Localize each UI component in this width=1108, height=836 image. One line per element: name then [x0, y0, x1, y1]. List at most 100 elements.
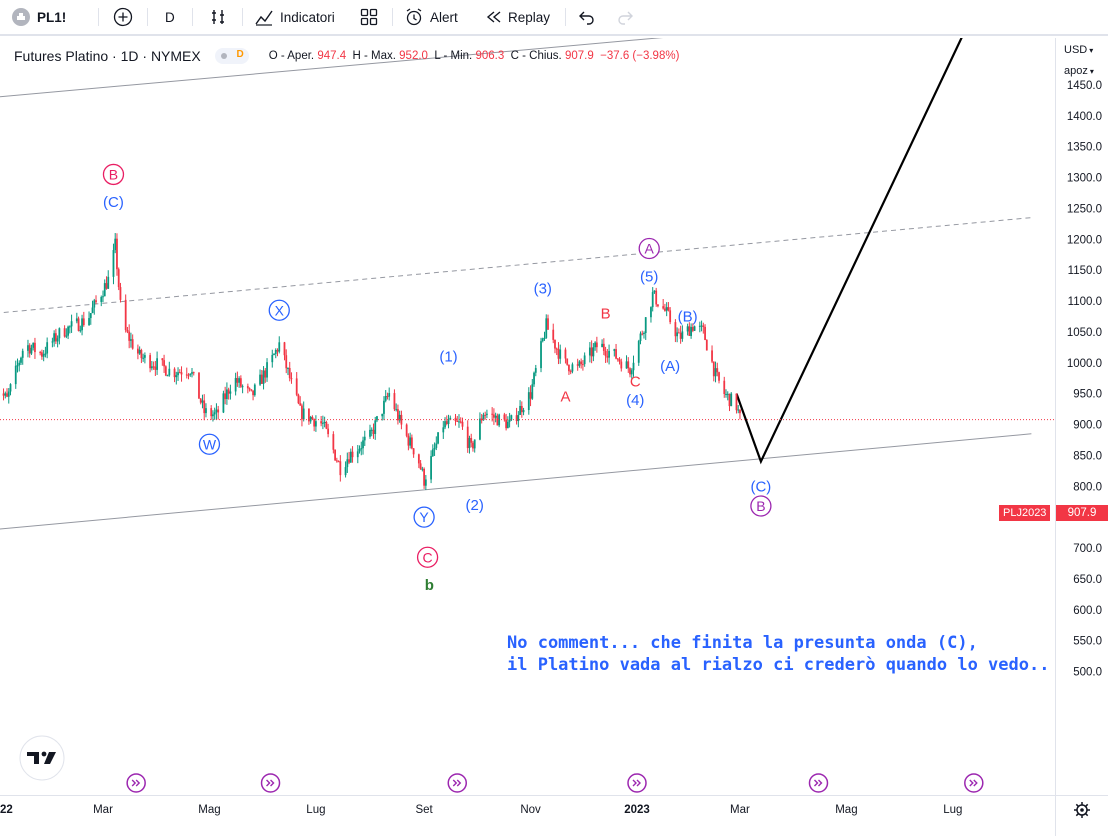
channel-bottom-line[interactable] [0, 433, 1032, 530]
wave-label[interactable]: (5) [640, 268, 658, 285]
toolbar-divider [147, 8, 148, 26]
layouts-button[interactable] [359, 0, 379, 34]
last-price-tag[interactable]: 907.9 [1056, 505, 1108, 521]
candle-body [376, 416, 378, 421]
chart-title[interactable]: Futures Platino · 1D · NYMEX [14, 48, 201, 64]
settings-gear-icon[interactable] [1074, 802, 1090, 818]
wave-label[interactable]: (4) [626, 392, 644, 409]
scale-menu-label: apoz [1064, 65, 1088, 77]
candle-body [238, 378, 241, 383]
symbol-button[interactable]: PL1! [12, 0, 66, 34]
candle-body [75, 318, 78, 322]
event-marker-icon[interactable] [808, 773, 829, 793]
alert-button[interactable]: Alert [404, 0, 458, 34]
undo-button[interactable] [577, 0, 597, 34]
replay-button[interactable]: Replay [484, 0, 550, 34]
wave-label[interactable]: C [423, 549, 433, 565]
price-tick-label: 650.0 [1073, 574, 1102, 586]
chart-type-button[interactable] [208, 0, 228, 34]
candle-body [417, 454, 420, 464]
projection-line[interactable] [735, 38, 978, 465]
wave-label[interactable]: (B) [678, 308, 698, 325]
candle-body [175, 375, 178, 378]
candle-body [735, 393, 738, 411]
symbol-price-tag: PLJ2023 [999, 505, 1051, 521]
candle-body [657, 304, 659, 307]
candle-body [105, 283, 108, 289]
candle-body [407, 435, 410, 446]
candle-body [653, 290, 656, 293]
compare-button[interactable] [113, 0, 133, 34]
tradingview-logo[interactable] [19, 735, 65, 781]
candle-body [358, 448, 361, 452]
price-tick-label: 800.0 [1073, 481, 1102, 493]
candle-body [437, 432, 439, 444]
wave-label[interactable]: (C) [750, 478, 771, 495]
candle-body [173, 368, 176, 378]
candle-body [468, 438, 471, 449]
candle-body [447, 419, 450, 424]
price-chart[interactable]: B(C)WXYCb(1)(2)(3)ABC(4)A(5)(A)(B)(C)B(x… [0, 38, 1108, 836]
price-tick-label: 600.0 [1073, 605, 1102, 617]
event-marker-icon[interactable] [260, 773, 281, 793]
candle-body [674, 322, 677, 337]
wave-label[interactable]: (C) [103, 194, 124, 211]
chart-annotation[interactable]: No comment... che finita la presunta ond… [507, 632, 1049, 676]
wave-label[interactable]: A [560, 389, 570, 406]
candle-body [398, 414, 401, 421]
wave-label[interactable]: X [275, 302, 285, 318]
wave-label[interactable]: B [601, 305, 611, 322]
candle-body [28, 345, 31, 354]
event-marker-icon[interactable] [447, 773, 468, 793]
wave-label[interactable]: (1) [439, 349, 457, 366]
candle-body [484, 414, 487, 416]
wave-label-circle [413, 506, 435, 528]
candle-body [559, 349, 562, 359]
candle-body [311, 416, 314, 420]
indicators-button[interactable]: Indicatori [254, 0, 335, 34]
wave-label[interactable]: C [630, 373, 641, 390]
candle-body [260, 374, 263, 384]
low-value: 906.3 [475, 50, 505, 62]
candle-body [374, 420, 377, 434]
candle-body [95, 300, 97, 302]
candle-body [360, 448, 363, 450]
wave-label[interactable]: B [109, 166, 118, 182]
event-marker-icon[interactable] [126, 773, 146, 793]
time-axis[interactable]: 2022 Mar Mag Lug Set Nov 2023 Mar Mag Lug [0, 804, 962, 816]
candle-body [486, 413, 488, 415]
wave-label[interactable]: b [425, 577, 434, 594]
price-tick-label: 1450.0 [1067, 80, 1102, 92]
currency-selector[interactable]: USD ▾ [1064, 44, 1093, 56]
price-axis[interactable]: 500.0550.0600.0650.0700.0750.0800.0850.0… [1067, 80, 1102, 679]
wave-label[interactable]: (3) [534, 281, 552, 298]
wave-label[interactable]: (2) [466, 497, 484, 514]
wave-label[interactable]: A [645, 241, 655, 257]
candle-body [435, 443, 438, 448]
candle-body [615, 349, 617, 359]
event-marker-icon[interactable] [627, 773, 647, 793]
redo-button[interactable] [615, 0, 635, 34]
event-marker-icon[interactable] [964, 773, 984, 793]
scale-menu[interactable]: apoz ▾ [1064, 65, 1094, 77]
wave-label[interactable]: (A) [660, 358, 680, 375]
time-tick-label: 2022 [0, 804, 13, 816]
interval-button[interactable]: D [165, 0, 175, 34]
candle-body [545, 318, 548, 338]
toolbar-divider [242, 8, 243, 26]
market-status-badge[interactable]: D [214, 48, 249, 64]
candle-body [650, 307, 652, 318]
open-label: O - Aper. [268, 50, 315, 62]
channel-mid-line[interactable] [0, 217, 1032, 314]
time-tick-label: Set [415, 804, 433, 816]
candle-body [246, 386, 249, 389]
wave-label[interactable]: Y [419, 509, 429, 525]
candle-body [253, 384, 256, 396]
candle-body [41, 352, 43, 357]
candle-body [568, 364, 570, 372]
candle-body [705, 339, 708, 351]
channel-top-line[interactable] [0, 38, 1031, 98]
candle-body [262, 370, 265, 384]
wave-label[interactable]: B [756, 498, 765, 514]
wave-label[interactable]: W [203, 436, 217, 452]
